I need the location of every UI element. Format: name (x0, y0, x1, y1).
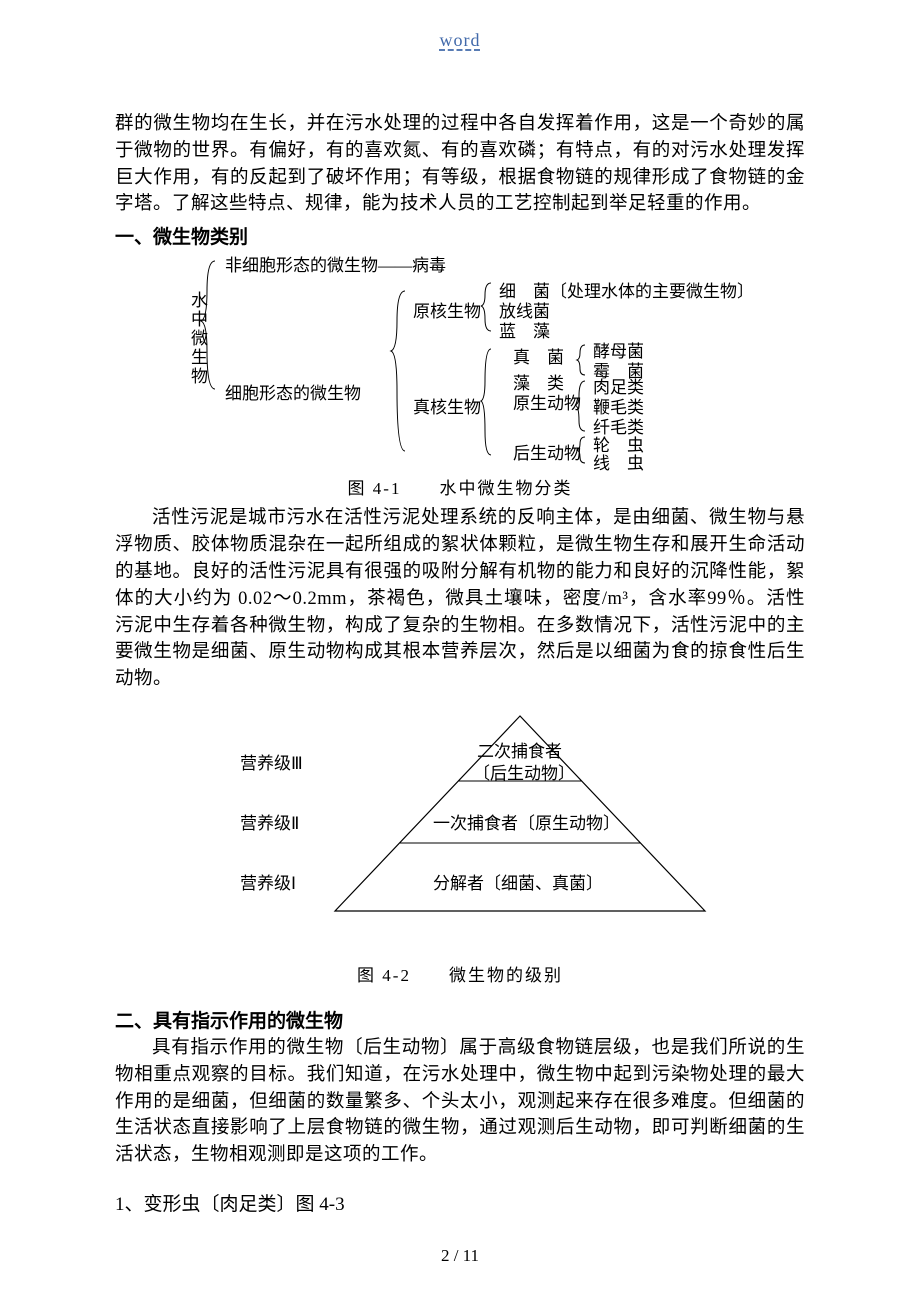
section-2-heading: 二、具有指示作用的微生物 (115, 1006, 805, 1033)
section-1-heading: 一、微生物类别 (115, 222, 805, 249)
tree-meta: 后生动物 (513, 439, 581, 464)
section-2-body: 具有指示作用的微生物〔后生动物〕属于高级食物链层级，也是我们所说的生物相重点观察… (115, 1035, 805, 1169)
tree-b2: 细胞形态的微生物 (225, 379, 361, 404)
page-footer: 2 / 11 (0, 1246, 920, 1266)
document-page: word 群的微生物均在生长，并在污水处理的过程中各自发挥着作用，这是一个奇妙的… (0, 0, 920, 1302)
pyramid-tier1: 分解者〔细菌、真菌〕 (433, 869, 603, 894)
pyramid-tier3b: 〔后生动物〕 (473, 759, 575, 784)
subsection-1-heading: 1、变形虫〔肉足类〕图 4-3 (115, 1189, 805, 1216)
tree-euk: 真核生物 (413, 393, 481, 418)
figure-4-2-caption: 图 4-2 微生物的级别 (115, 961, 805, 986)
after-tree-paragraph: 活性污泥是城市污水在活性污泥处理系统的反响主体，是由细菌、微生物与悬浮物质、胶体… (115, 505, 805, 693)
pyramid-figure: 营养级Ⅲ 营养级Ⅱ 营养级Ⅰ 二次捕食者 〔后生动物〕 一次捕食者〔原生动物〕 … (115, 711, 805, 941)
header-word-link[interactable]: word (115, 30, 805, 51)
pyramid-left-2: 营养级Ⅱ (240, 809, 299, 834)
tree-prok: 原核生物 (413, 297, 481, 322)
tree-fungi: 真 菌 (513, 343, 564, 368)
pyramid-left-1: 营养级Ⅰ (240, 869, 296, 894)
figure-4-1-caption: 图 4-1 水中微生物分类 (115, 474, 805, 499)
tree-meta-1: 线 虫 (593, 449, 644, 474)
intro-paragraph: 群的微生物均在生长，并在污水处理的过程中各自发挥着作用，这是一个奇妙的属于微物的… (115, 111, 805, 218)
tree-b1: 非细胞形态的微生物——病毒 (225, 251, 446, 276)
pyramid-tier2: 一次捕食者〔原生动物〕 (433, 809, 620, 834)
classification-tree: 水中微生物 非细胞形态的微生物——病毒 细胞形态的微生物 原核生物 细 菌〔处理… (115, 251, 805, 466)
tree-prok-2: 蓝 藻 (499, 317, 550, 342)
tree-proto: 原生动物 (513, 389, 581, 414)
pyramid-left-3: 营养级Ⅲ (240, 749, 303, 774)
